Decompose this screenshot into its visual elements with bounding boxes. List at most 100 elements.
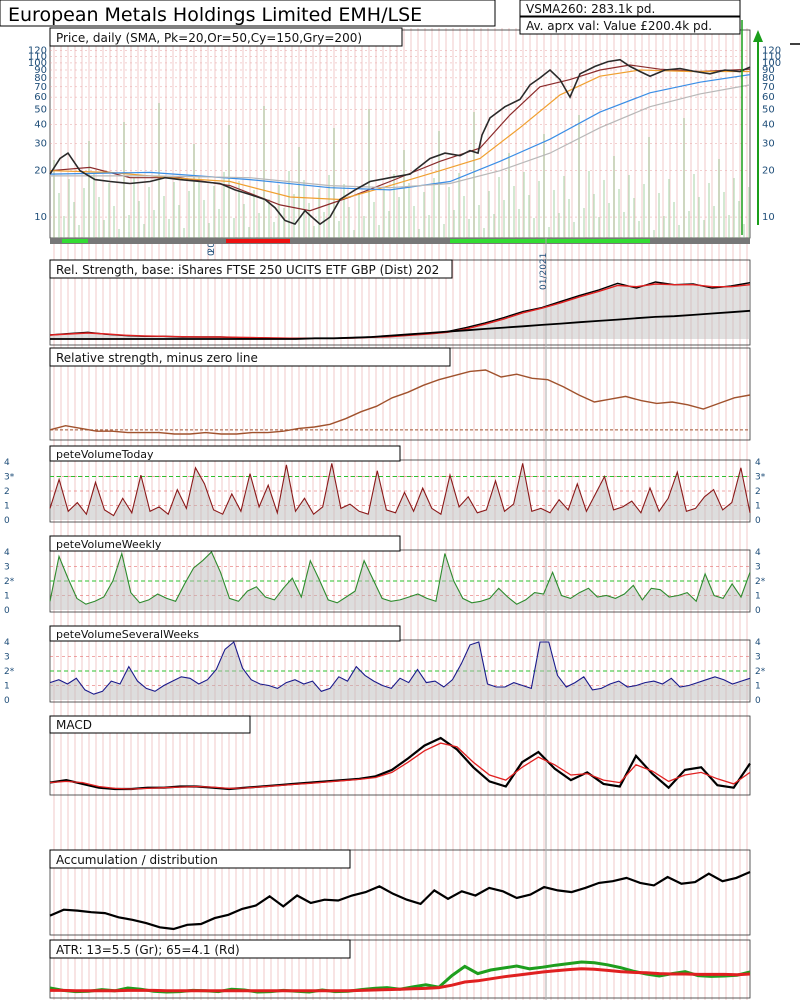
volume-bar xyxy=(118,229,120,238)
volume-bar xyxy=(508,153,510,238)
volume-bar xyxy=(698,197,700,238)
price-tick-left: 80 xyxy=(34,73,47,84)
volume-bar xyxy=(728,215,730,238)
volume-bar xyxy=(58,193,60,238)
price-tick-right: 90 xyxy=(762,65,775,76)
atr-frame xyxy=(49,939,751,999)
volume-bar xyxy=(428,215,430,238)
macd-frame xyxy=(49,715,751,796)
volume-bar xyxy=(413,206,415,238)
volume-bar xyxy=(318,189,320,238)
volume-bar xyxy=(423,192,425,238)
volume-bar xyxy=(648,137,650,238)
volume-bar xyxy=(108,183,110,238)
price-tick-left: 30 xyxy=(34,139,47,150)
rs-minus-title-box xyxy=(49,347,451,367)
vol_weekly-tick-right: 4 xyxy=(755,548,761,558)
price-sma200-line xyxy=(50,84,751,189)
page-title: European Metals Holdings Limited EMH/LSE xyxy=(8,4,422,26)
vol_today-tick-right: 3* xyxy=(755,473,766,483)
volume-bar xyxy=(138,201,140,238)
vol_today-tick-right: 0 xyxy=(755,516,761,526)
volume-bar xyxy=(278,185,280,238)
volume-bar xyxy=(268,199,270,238)
vol_today-line xyxy=(49,463,751,517)
volume-bar xyxy=(243,204,245,238)
volume-bar xyxy=(448,187,450,238)
volume-bar xyxy=(398,197,400,238)
vol_weekly-tick-left: 1 xyxy=(4,592,10,602)
volume-bar xyxy=(93,174,95,238)
price-x-annotation: 20 xyxy=(207,242,217,254)
volume-bar xyxy=(168,219,170,238)
volume-bar xyxy=(708,183,710,238)
volume-bar xyxy=(248,227,250,238)
volume-bar xyxy=(178,205,180,238)
volume-bar xyxy=(678,225,680,238)
price-tick-right: 100 xyxy=(762,58,781,69)
volume-bar xyxy=(153,210,155,238)
volume-bar xyxy=(693,174,695,238)
rs-area xyxy=(50,282,750,339)
volume-bar xyxy=(493,214,495,238)
price-tick-left: 110 xyxy=(28,52,47,63)
volume-bar xyxy=(338,221,340,238)
volume-bar xyxy=(533,218,535,238)
volume-bar xyxy=(523,172,525,238)
price-tick-right: 30 xyxy=(762,139,775,150)
price-sma20-line xyxy=(49,64,751,212)
macd-title: MACD xyxy=(56,718,92,732)
volume-bar xyxy=(613,156,615,238)
volume-bar xyxy=(653,230,655,238)
volume-bar xyxy=(498,177,500,238)
volume-bar xyxy=(368,109,370,238)
volume-bar xyxy=(173,182,175,238)
rs-base-line xyxy=(50,309,751,340)
volume-bar xyxy=(738,201,740,238)
vol_several-tick-right: 2* xyxy=(755,667,766,677)
vol-weekly-title-box xyxy=(49,535,401,552)
volume-bar xyxy=(638,221,640,238)
vol_weekly-line xyxy=(49,551,751,605)
volume-bar xyxy=(538,181,540,238)
price-tick-left: 50 xyxy=(34,104,47,115)
vol_today-tick-right: 2 xyxy=(755,487,761,497)
volume-bar xyxy=(98,197,100,238)
volume-bar xyxy=(563,176,565,238)
volume-bar xyxy=(213,186,215,238)
volume-bar xyxy=(503,200,505,238)
volume-bar xyxy=(723,192,725,238)
price-tick-right: 60 xyxy=(762,92,775,103)
vol-several-title-box xyxy=(49,625,401,642)
volume-bar xyxy=(483,228,485,238)
volume-bar xyxy=(733,178,735,238)
volume-bar xyxy=(273,222,275,238)
signal-bar-red xyxy=(226,239,290,243)
volume-bar xyxy=(193,144,195,238)
accum-frame xyxy=(49,849,751,936)
volume-bar xyxy=(333,128,335,238)
volume-bar xyxy=(88,141,90,238)
volume-bar xyxy=(363,216,365,238)
vol_weekly-tick-right: 3 xyxy=(755,563,761,573)
volume-bar xyxy=(238,181,240,238)
volume-bar xyxy=(463,196,465,238)
value-label: Av. aprx val: Value £200.4k pd. xyxy=(526,19,712,33)
price-tick-left: 20 xyxy=(34,166,47,177)
volume-bar xyxy=(573,222,575,238)
volume-bar xyxy=(408,183,410,238)
volume-bar xyxy=(658,193,660,238)
volume-bar xyxy=(288,171,290,238)
vol_today-area xyxy=(50,463,750,520)
vol_weekly-tick-left: 2* xyxy=(4,577,15,587)
volume-bar xyxy=(263,106,265,238)
volume-bar xyxy=(143,224,145,238)
price-tick-left: 100 xyxy=(28,58,47,69)
volume-bar xyxy=(378,225,380,238)
volume-bar xyxy=(343,184,345,238)
price-sma150-line xyxy=(49,74,751,191)
volume-bar xyxy=(458,173,460,238)
price-tick-left: 10 xyxy=(34,212,47,223)
